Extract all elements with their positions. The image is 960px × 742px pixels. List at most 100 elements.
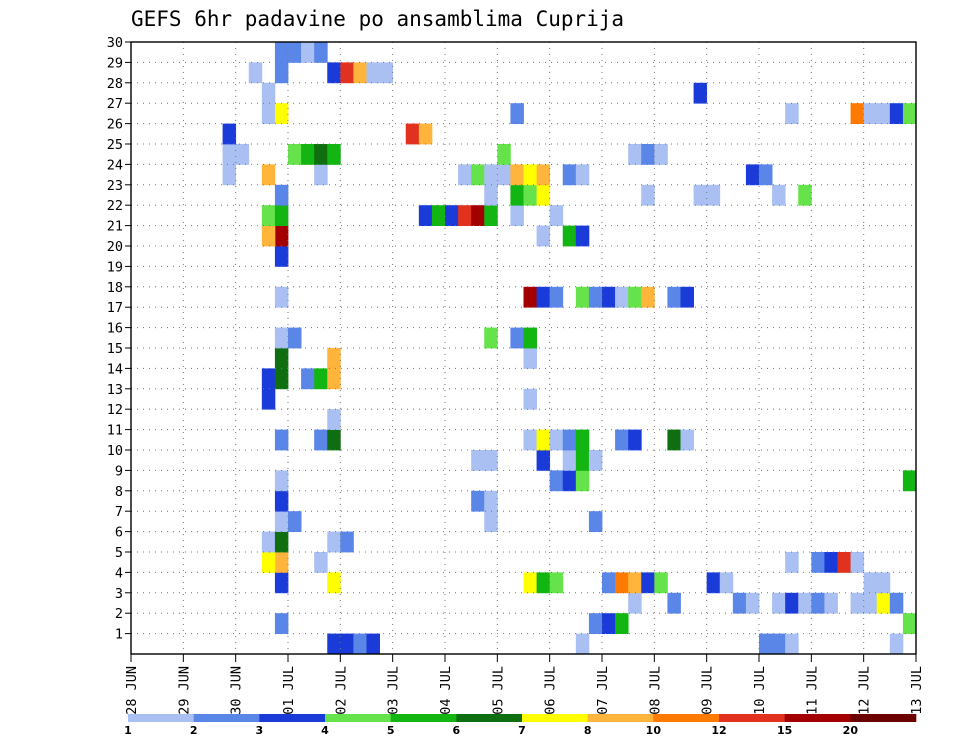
- heatmap-cell: [602, 286, 616, 308]
- x-tick-label: 01 JUL: [281, 666, 297, 715]
- heatmap-cell: [902, 470, 917, 492]
- heatmap-cell: [274, 205, 289, 226]
- heatmap-cell: [798, 592, 812, 614]
- y-tick-label: 19: [107, 259, 123, 275]
- heatmap-cell: [510, 164, 524, 186]
- x-tick-label: 29 JUN: [176, 666, 192, 715]
- heatmap-cell: [510, 327, 524, 349]
- heatmap-cell: [274, 246, 289, 267]
- heatmap-cell: [431, 205, 446, 226]
- heatmap-cell: [288, 511, 302, 532]
- heatmap-cell: [575, 470, 590, 492]
- heatmap-cell: [602, 613, 616, 634]
- heatmap-cell: [261, 388, 276, 410]
- heatmap-cell: [628, 592, 642, 614]
- heatmap-cell: [261, 205, 276, 226]
- heatmap-cell: [536, 429, 551, 451]
- heatmap-cell: [288, 42, 302, 63]
- x-tick-label: 11 JUL: [804, 666, 820, 715]
- legend-swatch: [850, 714, 917, 722]
- heatmap-cell: [615, 429, 629, 451]
- legend-swatch: [784, 714, 851, 722]
- heatmap-cell: [575, 286, 590, 308]
- heatmap-cell: [222, 123, 237, 145]
- legend-label: 7: [518, 724, 526, 737]
- heatmap-cell: [471, 205, 485, 226]
- y-tick-label: 17: [107, 300, 123, 316]
- heatmap-cell: [811, 592, 825, 614]
- heatmap-cell: [850, 592, 865, 614]
- heatmap-cell: [562, 225, 577, 247]
- heatmap-cell: [549, 470, 564, 492]
- legend-label: 3: [256, 724, 264, 737]
- y-tick-label: 24: [107, 157, 123, 173]
- legend-swatch: [719, 714, 785, 722]
- y-tick-label: 25: [107, 137, 123, 153]
- heatmap-cell: [471, 450, 485, 471]
- heatmap-cell: [837, 552, 851, 573]
- heatmap-cell: [863, 103, 878, 124]
- legend-label: 2: [190, 724, 198, 737]
- heatmap-cell: [549, 286, 564, 308]
- heatmap-cell: [222, 144, 237, 165]
- heatmap-cell: [471, 490, 485, 512]
- heatmap-cell: [824, 552, 838, 573]
- heatmap-cell: [615, 613, 629, 634]
- heatmap-cell: [536, 184, 551, 206]
- heatmap-cell: [471, 164, 485, 186]
- heatmap-cell: [889, 103, 904, 124]
- y-tick-label: 8: [115, 484, 123, 500]
- x-tick-label: 13 JUL: [909, 666, 925, 715]
- y-tick-label: 28: [107, 76, 123, 92]
- y-tick-label: 5: [115, 545, 123, 561]
- heatmap-cell: [484, 184, 498, 206]
- chart-title: GEFS 6hr padavine po ansamblima Cuprija: [131, 7, 624, 31]
- heatmap-cell: [798, 184, 812, 206]
- heatmap-cell: [301, 144, 315, 165]
- y-tick-label: 7: [115, 504, 123, 520]
- heatmap-cell: [889, 592, 904, 614]
- y-tick-label: 16: [107, 321, 123, 337]
- heatmap-cell: [850, 103, 865, 124]
- heatmap-cell: [811, 552, 825, 573]
- legend-swatch: [587, 714, 654, 722]
- heatmap-cell: [536, 164, 551, 186]
- heatmap-cell: [562, 429, 577, 451]
- heatmap-cell: [523, 348, 537, 369]
- heatmap-cell: [785, 552, 799, 573]
- heatmap-cell: [628, 144, 642, 165]
- heatmap-cell: [549, 572, 564, 594]
- heatmap-cell: [261, 552, 276, 573]
- heatmap-cell: [510, 103, 524, 124]
- x-tick-label: 30 JUN: [229, 666, 245, 715]
- heatmap-cell: [523, 286, 537, 308]
- heatmap-cell: [418, 123, 433, 145]
- heatmap-cell: [602, 572, 616, 594]
- heatmap-cell: [484, 490, 498, 512]
- heatmap-cell: [379, 62, 394, 84]
- heatmap-cell: [667, 592, 681, 614]
- heatmap-cell: [274, 613, 289, 634]
- heatmap-cell: [301, 368, 315, 390]
- heatmap-cell: [261, 368, 276, 390]
- heatmap-cells: [222, 42, 917, 655]
- y-tick-label: 22: [107, 198, 123, 214]
- heatmap-cell: [706, 572, 721, 594]
- heatmap-cell: [327, 633, 341, 655]
- y-tick-label: 29: [107, 55, 123, 71]
- legend-label: 4: [321, 724, 329, 737]
- heatmap-cell: [745, 164, 760, 186]
- heatmap-cell: [863, 572, 878, 594]
- heatmap-cell: [484, 164, 498, 186]
- y-tick-label: 13: [107, 382, 123, 398]
- x-tick-label: 08 JUL: [647, 666, 663, 715]
- heatmap-cell: [314, 164, 328, 186]
- y-tick-label: 9: [115, 463, 123, 479]
- x-tick-label: 02 JUL: [333, 666, 349, 715]
- y-tick-label: 20: [107, 239, 123, 255]
- heatmap-cell: [235, 144, 250, 165]
- heatmap-cell: [772, 592, 786, 614]
- legend-swatch: [325, 714, 391, 722]
- y-tick-label: 3: [115, 586, 123, 602]
- x-tick-label: 04 JUL: [438, 666, 454, 715]
